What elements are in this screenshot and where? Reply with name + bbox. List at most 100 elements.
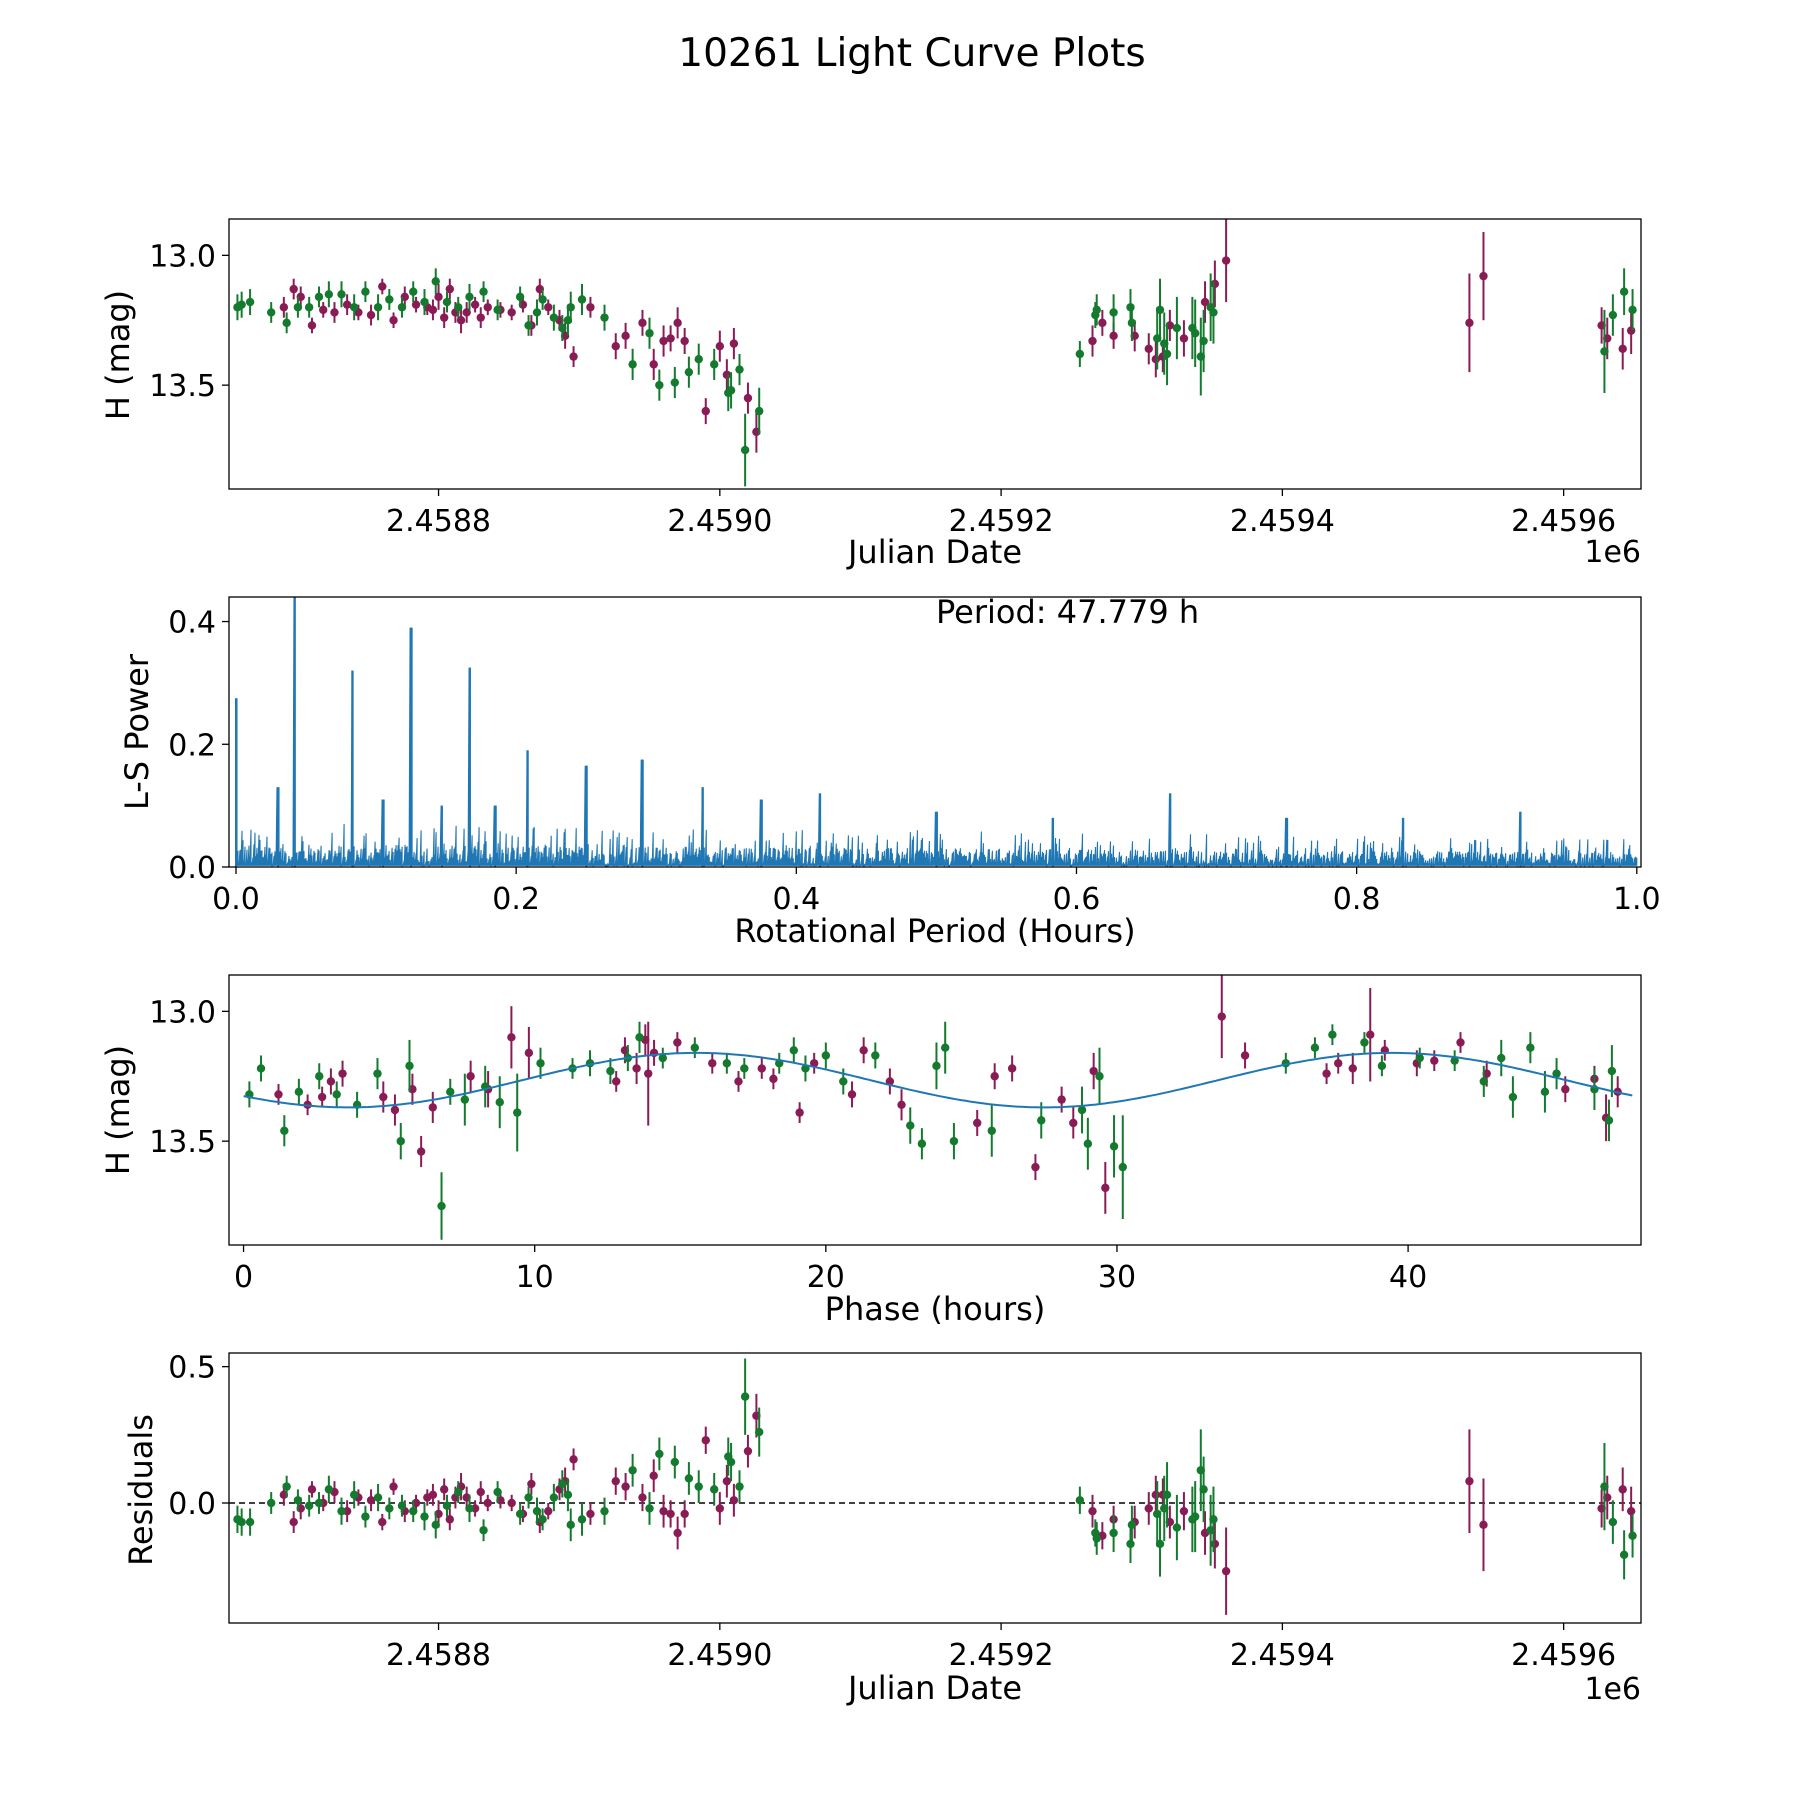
- lightcurve-point-r: [1465, 318, 1474, 328]
- residuals-point-g: [1608, 1517, 1618, 1527]
- residuals-point-r: [1179, 1506, 1189, 1516]
- residuals-point-g: [566, 1520, 575, 1530]
- residuals-point-r: [1618, 1485, 1627, 1494]
- phased-point-g: [1328, 1030, 1337, 1039]
- lightcurve-xtick-label: 2.4596: [1511, 504, 1616, 539]
- lightcurve-point-g: [684, 367, 694, 377]
- periodogram-xtick-label: 0.8: [1333, 882, 1381, 917]
- phased-point-g: [821, 1051, 831, 1060]
- lightcurve-point-r: [1179, 334, 1189, 343]
- phased-point-g: [906, 1121, 915, 1130]
- phased-point-g: [256, 1064, 266, 1073]
- lightcurve-point-r: [569, 352, 578, 361]
- phased-point-r: [524, 1048, 534, 1058]
- lightcurve-point-r: [462, 308, 471, 317]
- residuals-point-g: [1155, 1539, 1165, 1549]
- phased-point-r: [673, 1038, 682, 1047]
- periodogram-ylabel: L-S Power: [118, 653, 156, 810]
- lightcurve-point-r: [1098, 318, 1107, 328]
- residuals-point-g: [324, 1485, 334, 1494]
- lightcurve-point-g: [1092, 305, 1101, 315]
- phased-point-g: [315, 1072, 324, 1081]
- phased-point-g: [280, 1126, 289, 1135]
- phased-point-r: [632, 1064, 641, 1073]
- residuals-point-r: [544, 1506, 553, 1516]
- residuals-point-g: [709, 1485, 719, 1494]
- residuals-point-g: [645, 1504, 654, 1513]
- phased-point-r: [1240, 1051, 1250, 1060]
- lightcurve-xtick-label: 2.4588: [386, 504, 491, 539]
- phased-point-g: [405, 1061, 414, 1071]
- residuals-point-r: [722, 1476, 732, 1486]
- phased-point-r: [1089, 1066, 1098, 1076]
- lightcurve-point-g: [524, 321, 533, 330]
- phased-xtick-label: 30: [1098, 1260, 1136, 1295]
- residuals-point-g: [431, 1520, 440, 1530]
- lightcurve-point-r: [483, 303, 492, 312]
- phased-point-g: [1604, 1116, 1614, 1125]
- residuals-point-g: [600, 1506, 609, 1516]
- residuals-xtick-label: 2.4594: [1230, 1638, 1335, 1673]
- phased-point-r: [1456, 1038, 1465, 1047]
- figure-title: 10261 Light Curve Plots: [678, 31, 1145, 76]
- residuals-point-g: [1172, 1523, 1182, 1532]
- phased-point-r: [795, 1108, 804, 1117]
- lightcurve-point-r: [389, 316, 398, 325]
- lightcurve-point-g: [324, 290, 334, 299]
- residuals-point-g: [385, 1504, 394, 1513]
- residuals-point-g: [349, 1490, 359, 1500]
- lightcurve-point-r: [611, 342, 620, 351]
- phased-point-r: [416, 1147, 426, 1156]
- phased-point-g: [635, 1033, 644, 1042]
- residuals-point-g: [1209, 1515, 1218, 1524]
- residuals-point-r: [659, 1506, 668, 1516]
- lightcurve-point-g: [293, 303, 303, 312]
- periodogram-xlabel: Rotational Period (Hours): [734, 912, 1135, 950]
- phased-point-g: [437, 1201, 446, 1211]
- lightcurve-point-g: [1190, 329, 1200, 338]
- lightcurve-point-g: [1172, 323, 1182, 333]
- residuals-point-g: [515, 1509, 525, 1519]
- residuals-point-g: [755, 1427, 764, 1437]
- phased-point-g: [1450, 1056, 1459, 1065]
- residuals-point-g: [577, 1515, 587, 1524]
- residuals-point-r: [439, 1485, 449, 1494]
- phased-point-r: [897, 1100, 906, 1110]
- lightcurve-point-g: [577, 295, 587, 304]
- lightcurve-point-g: [628, 360, 637, 369]
- periodogram-xtick-label: 0.4: [772, 882, 820, 917]
- residuals-point-g: [1628, 1531, 1637, 1540]
- lightcurve-point-r: [319, 305, 328, 315]
- lightcurve-point-r: [638, 318, 647, 328]
- residuals-ylabel: Residuals: [122, 1414, 160, 1566]
- phased-point-g: [446, 1087, 455, 1097]
- phased-point-g: [1607, 1066, 1617, 1076]
- lightcurve-point-g: [349, 303, 359, 312]
- residuals-point-g: [532, 1506, 542, 1516]
- residuals-point-r: [743, 1446, 753, 1456]
- lightcurve-data: [233, 219, 1637, 487]
- residuals-point-g: [670, 1457, 680, 1467]
- residuals-point-g: [563, 1490, 573, 1500]
- lightcurve-point-r: [1626, 326, 1636, 335]
- lightcurve-point-g: [245, 297, 255, 307]
- lightcurve-point-g: [409, 287, 418, 296]
- lightcurve-ytick-label: 13.0: [149, 239, 216, 274]
- phased-point-g: [1360, 1038, 1369, 1047]
- lightcurve-point-g: [314, 292, 324, 302]
- residuals-xtick-label: 2.4588: [386, 1638, 491, 1673]
- lightcurve-point-r: [680, 336, 689, 346]
- residuals-point-g: [655, 1449, 664, 1459]
- lightcurve-point-g: [266, 308, 276, 317]
- residuals-point-r: [476, 1487, 485, 1497]
- lightcurve-point-r: [649, 360, 658, 369]
- lightcurve-point-r: [621, 331, 630, 341]
- lightcurve-point-r: [439, 313, 449, 322]
- phased-xlabel: Phase (hours): [825, 1290, 1046, 1328]
- residuals-ytick-label: 0.0: [168, 1487, 216, 1522]
- lightcurve-point-r: [1144, 344, 1153, 354]
- phased-point-g: [294, 1087, 304, 1097]
- lightcurve-point-g: [655, 380, 664, 390]
- phased-point-g: [740, 1064, 749, 1073]
